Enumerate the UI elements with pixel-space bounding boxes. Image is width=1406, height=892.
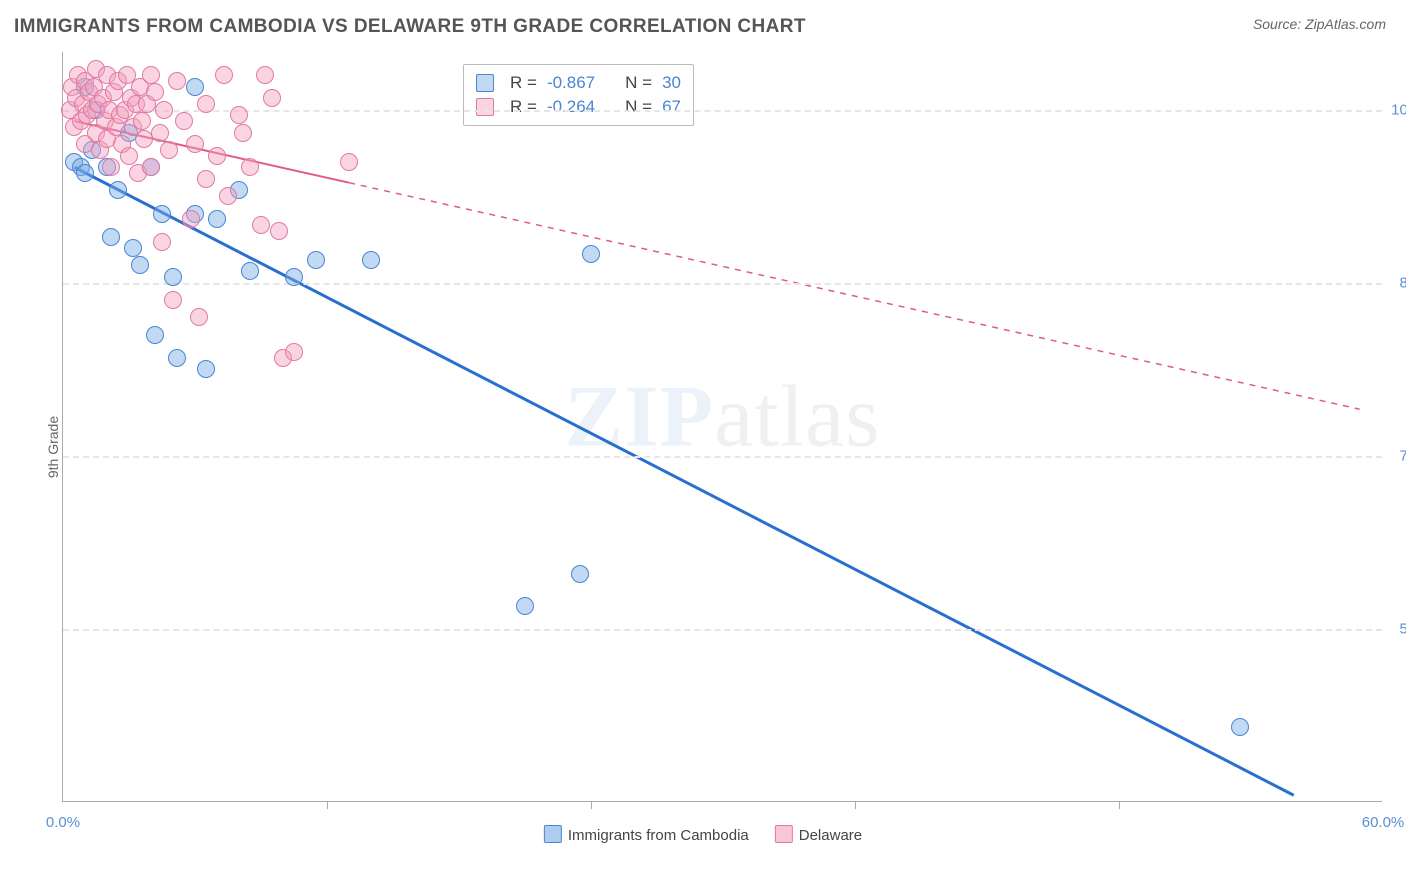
- x-tick-minor: [591, 801, 592, 809]
- stat-r-value: -0.867: [547, 73, 595, 93]
- scatter-point: [241, 262, 259, 280]
- legend-item: Delaware: [775, 825, 862, 844]
- source-prefix: Source:: [1253, 16, 1305, 32]
- stat-r-label: R =: [510, 97, 537, 117]
- x-tick-minor: [1119, 801, 1120, 809]
- scatter-point: [168, 349, 186, 367]
- scatter-point: [109, 181, 127, 199]
- x-tick-label: 60.0%: [1362, 814, 1405, 831]
- scatter-point: [234, 124, 252, 142]
- source-attribution: Source: ZipAtlas.com: [1253, 16, 1386, 32]
- scatter-point: [516, 597, 534, 615]
- scatter-point: [208, 210, 226, 228]
- scatter-point: [197, 95, 215, 113]
- scatter-point: [215, 66, 233, 84]
- stat-legend-row: R = -0.264 N = 67: [476, 95, 681, 119]
- stat-legend-row: R = -0.867 N = 30: [476, 71, 681, 95]
- trend-line-solid: [74, 167, 1293, 795]
- scatter-point: [571, 565, 589, 583]
- legend-label: Immigrants from Cambodia: [568, 827, 749, 844]
- gridline-h: [63, 456, 1382, 458]
- scatter-point: [160, 141, 178, 159]
- scatter-point: [175, 112, 193, 130]
- scatter-point: [102, 158, 120, 176]
- scatter-point: [164, 268, 182, 286]
- legend-item: Immigrants from Cambodia: [544, 825, 749, 844]
- scatter-point: [102, 228, 120, 246]
- scatter-point: [270, 222, 288, 240]
- stat-r-value: -0.264: [547, 97, 595, 117]
- scatter-point: [155, 101, 173, 119]
- legend-swatch: [476, 98, 494, 116]
- trend-line-dashed: [349, 183, 1360, 410]
- scatter-point: [263, 89, 281, 107]
- chart-title: IMMIGRANTS FROM CAMBODIA VS DELAWARE 9TH…: [14, 16, 806, 38]
- chart-header: IMMIGRANTS FROM CAMBODIA VS DELAWARE 9TH…: [0, 0, 1406, 38]
- scatter-point: [131, 256, 149, 274]
- stat-n-label: N =: [625, 97, 652, 117]
- scatter-point: [153, 205, 171, 223]
- scatter-point: [142, 158, 160, 176]
- source-name: ZipAtlas.com: [1305, 16, 1386, 32]
- scatter-point: [153, 233, 171, 251]
- scatter-point: [1231, 718, 1249, 736]
- x-tick-label: 0.0%: [46, 814, 80, 831]
- gridline-h: [63, 629, 1382, 631]
- trend-lines-layer: [63, 52, 1382, 801]
- scatter-point: [219, 187, 237, 205]
- y-tick-label: 100.0%: [1387, 101, 1406, 118]
- stat-n-value: 67: [662, 97, 681, 117]
- scatter-point: [285, 268, 303, 286]
- gridline-h: [63, 283, 1382, 285]
- gridline-h: [63, 110, 1382, 112]
- legend-swatch: [544, 825, 562, 843]
- legend-swatch: [775, 825, 793, 843]
- plot-area: ZIPatlas R =-0.867N =30R =-0.264N =67 55…: [62, 52, 1382, 802]
- scatter-point: [142, 66, 160, 84]
- scatter-point: [241, 158, 259, 176]
- scatter-point: [197, 170, 215, 188]
- y-tick-label: 85.0%: [1387, 274, 1406, 291]
- scatter-point: [186, 78, 204, 96]
- scatter-point: [582, 245, 600, 263]
- scatter-point: [190, 308, 208, 326]
- legend-swatch: [476, 74, 494, 92]
- scatter-point: [252, 216, 270, 234]
- chart-container: IMMIGRANTS FROM CAMBODIA VS DELAWARE 9TH…: [0, 0, 1406, 892]
- scatter-point: [168, 72, 186, 90]
- scatter-point: [76, 164, 94, 182]
- scatter-point: [164, 291, 182, 309]
- stat-r-label: R =: [510, 73, 537, 93]
- scatter-point: [151, 124, 169, 142]
- legend-label: Delaware: [799, 827, 862, 844]
- y-axis-title: 9th Grade: [45, 416, 61, 478]
- scatter-point: [340, 153, 358, 171]
- stat-legend: R = -0.867 N = 30 R = -0.264 N = 67: [463, 64, 694, 126]
- scatter-point: [133, 112, 151, 130]
- scatter-point: [182, 210, 200, 228]
- scatter-point: [307, 251, 325, 269]
- scatter-point: [256, 66, 274, 84]
- scatter-point: [285, 343, 303, 361]
- scatter-point: [230, 106, 248, 124]
- y-tick-label: 55.0%: [1387, 620, 1406, 637]
- scatter-point: [197, 360, 215, 378]
- series-legend: Immigrants from Cambodia Delaware: [544, 825, 862, 844]
- scatter-point: [208, 147, 226, 165]
- scatter-point: [186, 135, 204, 153]
- y-tick-label: 70.0%: [1387, 447, 1406, 464]
- x-tick-minor: [327, 801, 328, 809]
- scatter-point: [362, 251, 380, 269]
- stat-n-label: N =: [625, 73, 652, 93]
- chart-area: 9th Grade ZIPatlas R =-0.867N =30R =-0.2…: [14, 44, 1392, 850]
- scatter-point: [146, 83, 164, 101]
- x-tick-minor: [855, 801, 856, 809]
- scatter-point: [120, 147, 138, 165]
- scatter-point: [124, 239, 142, 257]
- stat-n-value: 30: [662, 73, 681, 93]
- scatter-point: [146, 326, 164, 344]
